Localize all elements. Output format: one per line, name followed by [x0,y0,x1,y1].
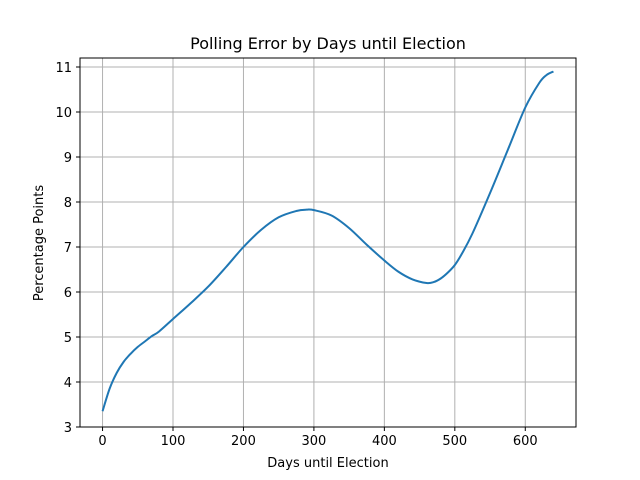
y-tick-label: 7 [64,241,72,256]
y-axis-label: Percentage Points [32,185,47,302]
grid-lines [80,58,576,428]
chart-title: Polling Error by Days until Election [190,34,466,53]
y-tick-label: 11 [55,61,72,76]
y-tick-label: 8 [64,196,72,211]
y-tick-label: 9 [64,151,72,166]
x-tick-label: 400 [372,434,397,449]
y-tick-label: 4 [64,376,72,391]
y-axis: 3 4 5 6 7 8 9 10 11 [55,61,80,436]
x-axis: 0 100 200 300 400 500 600 [98,427,538,449]
y-tick-label: 6 [64,286,72,301]
x-tick-label: 200 [231,434,256,449]
x-tick-label: 300 [301,434,326,449]
y-tick-label: 3 [64,421,72,436]
x-axis-label: Days until Election [267,456,388,471]
x-tick-label: 0 [98,434,106,449]
x-tick-label: 600 [513,434,538,449]
plot-area-frame [79,57,577,428]
series-layer [101,70,554,412]
y-tick-label: 5 [64,331,72,346]
x-tick-label: 100 [161,434,186,449]
series-line [101,70,554,412]
x-tick-label: 500 [442,434,467,449]
y-tick-label: 10 [55,106,72,121]
